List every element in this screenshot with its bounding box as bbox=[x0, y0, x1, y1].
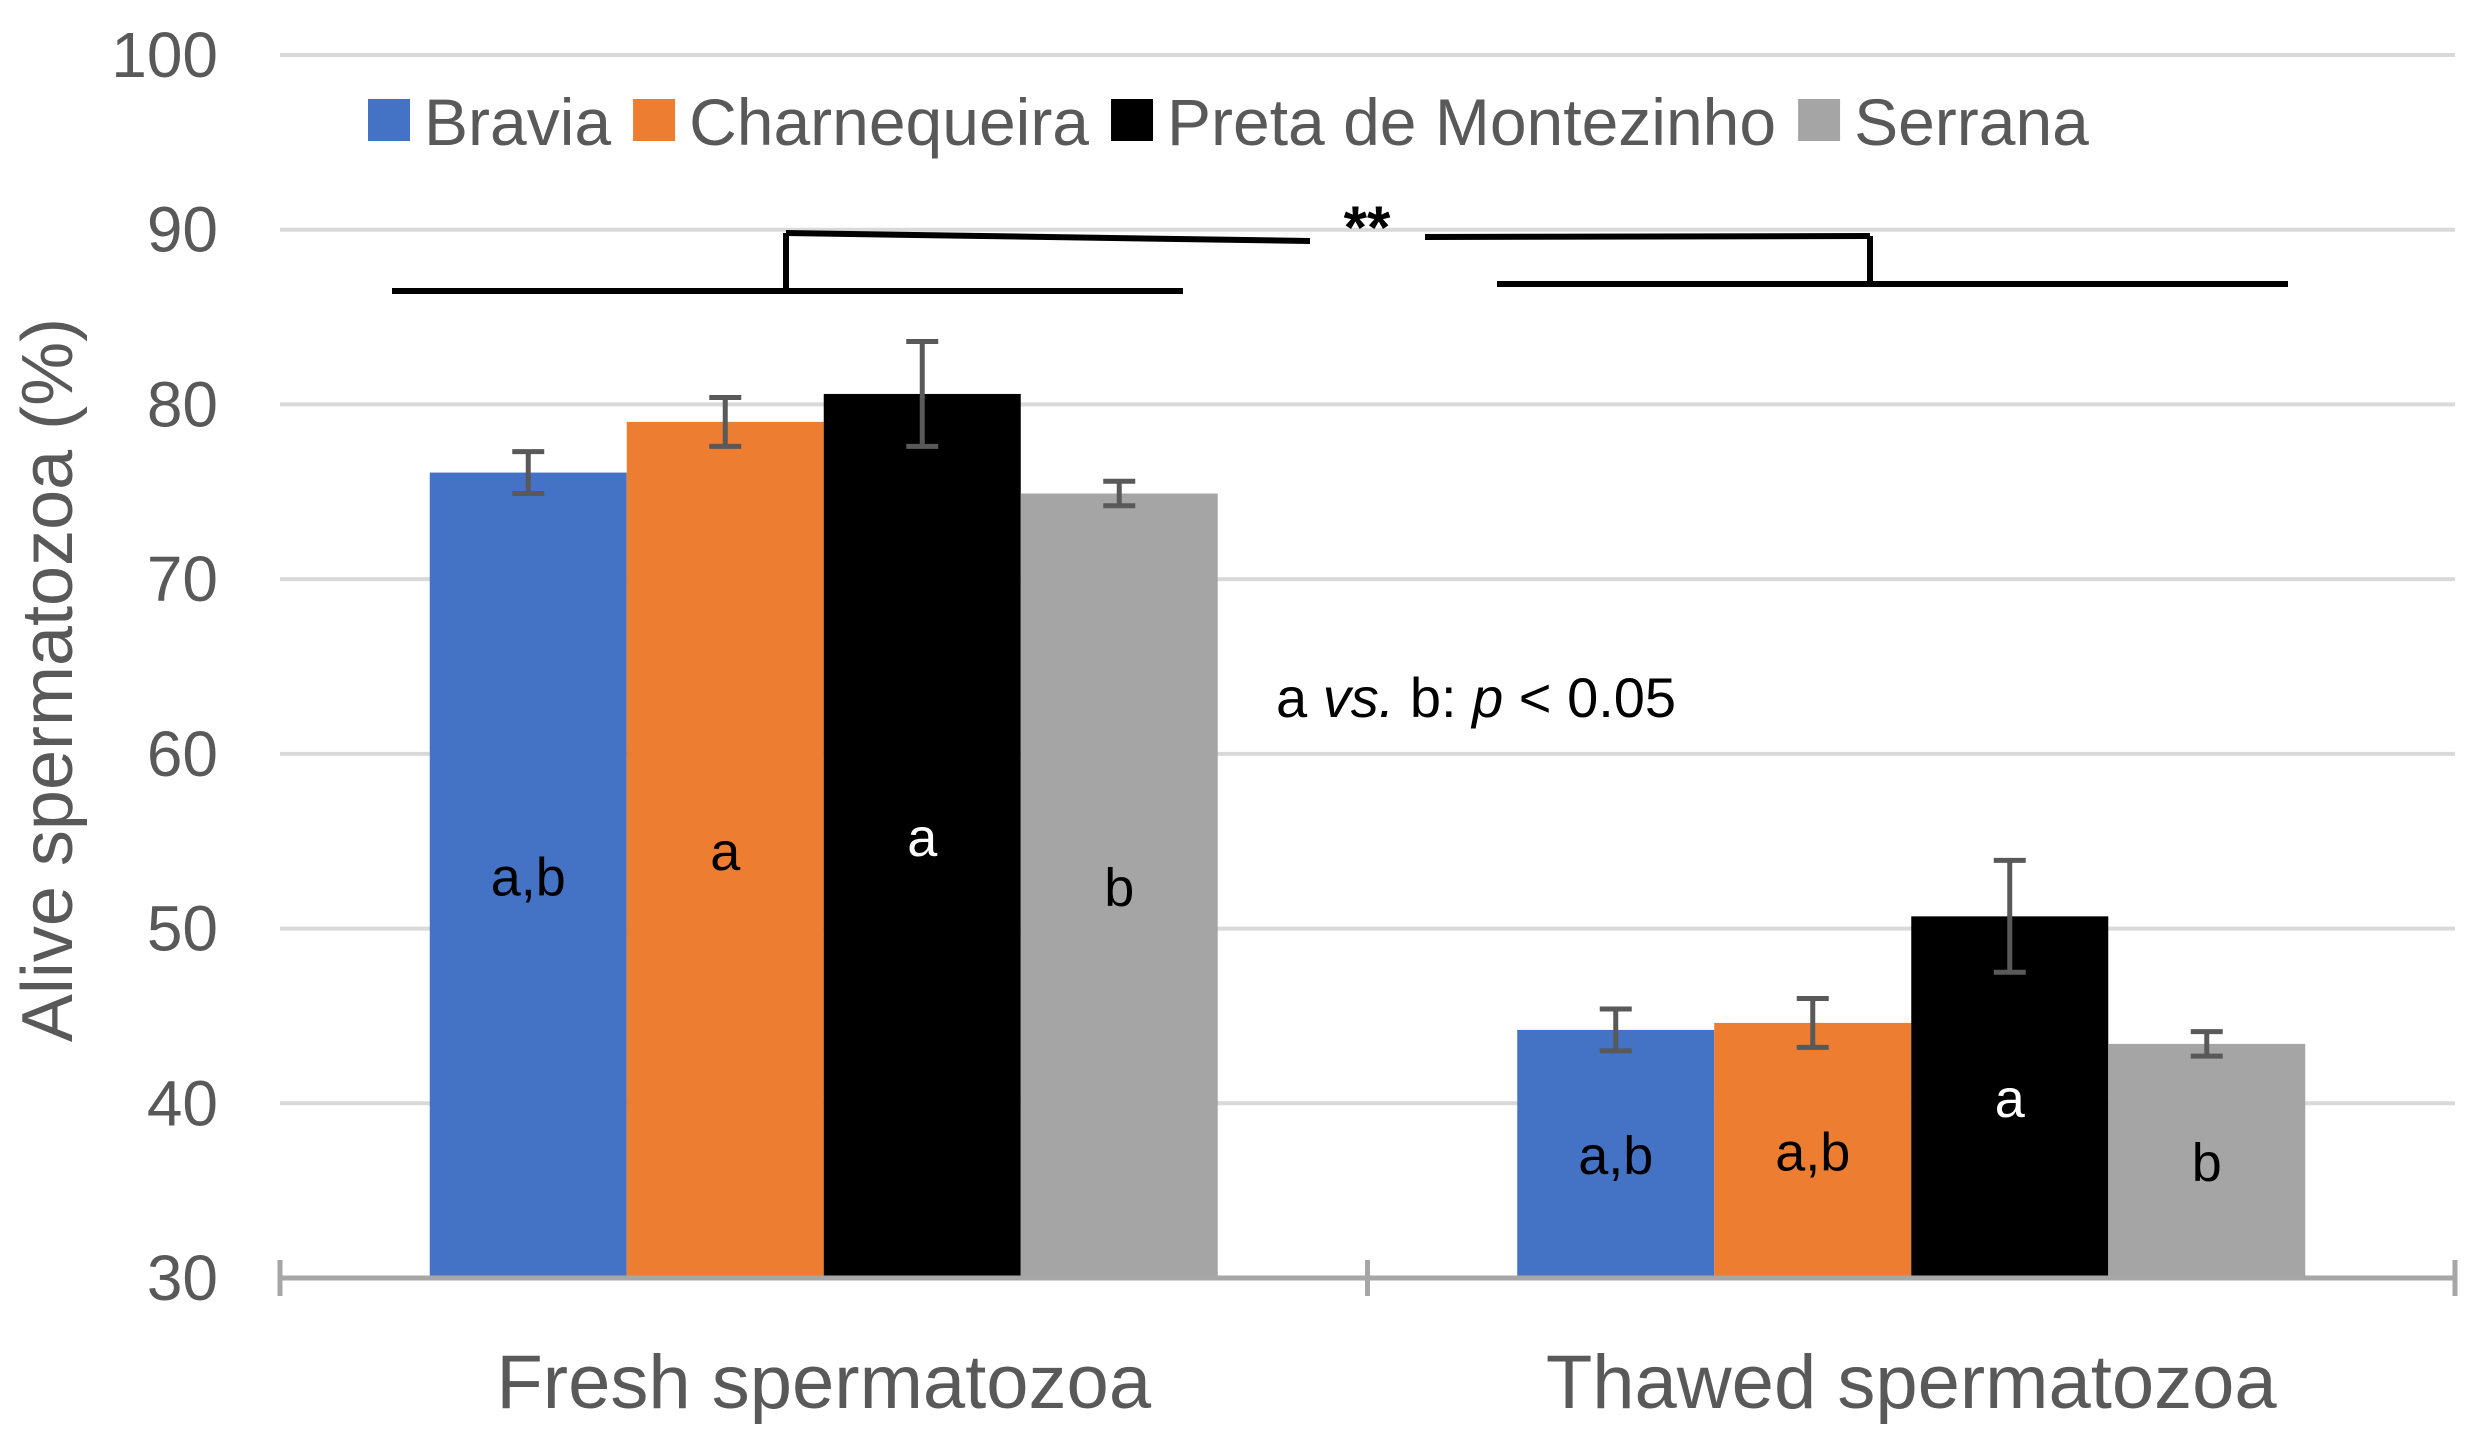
bar-letter-label: a bbox=[1995, 1069, 2026, 1129]
bar-letter-label: a,b bbox=[1775, 1122, 1850, 1182]
bar bbox=[1020, 493, 1218, 1279]
y-tick-label: 40 bbox=[147, 1067, 218, 1139]
y-tick-label: 80 bbox=[147, 368, 218, 440]
y-axis-title: Alive spermatozoa (%) bbox=[8, 318, 88, 1042]
note-italic-vs: vs. bbox=[1323, 666, 1395, 729]
bar-letter-label: a,b bbox=[491, 847, 566, 907]
y-tick-label: 90 bbox=[147, 194, 218, 266]
y-tick-label: 70 bbox=[147, 543, 218, 615]
category-label: Thawed spermatozoa bbox=[1546, 1340, 2278, 1425]
note-middle: b: bbox=[1394, 666, 1472, 729]
legend: Bravia Charnequeira Preta de Montezinho Ser… bbox=[368, 85, 2089, 159]
category-label: Fresh spermatozoa bbox=[496, 1340, 1151, 1425]
significance-bracket bbox=[392, 230, 2288, 294]
legend-label: Serrana bbox=[1854, 85, 2089, 159]
legend-swatch bbox=[1798, 99, 1841, 141]
bar bbox=[1911, 916, 2109, 1278]
legend-label: Charnequeira bbox=[689, 85, 1089, 159]
bar-letter-labels: a,b a a b a,b a,b a b bbox=[491, 808, 2222, 1193]
bar bbox=[626, 421, 824, 1278]
bar bbox=[1714, 1022, 1912, 1278]
bracket-top-right bbox=[1424, 233, 1871, 240]
bar-letter-label: b bbox=[1104, 858, 1134, 918]
bar-letter-label: a bbox=[710, 822, 741, 882]
x-axis bbox=[277, 1260, 2458, 1296]
legend-label: Preta de Montezinho bbox=[1167, 85, 1776, 159]
bar bbox=[1517, 1029, 1715, 1278]
note-prefix: a bbox=[1276, 666, 1323, 729]
y-tick-label: 30 bbox=[147, 1242, 218, 1314]
bar bbox=[823, 393, 1021, 1279]
bracket-top-left bbox=[785, 230, 1311, 244]
bar-letter-label: a bbox=[907, 808, 938, 868]
category-labels: Fresh spermatozoa Thawed spermatozoa bbox=[496, 1340, 2277, 1425]
legend-swatch bbox=[1111, 99, 1154, 141]
legend-label: Bravia bbox=[424, 85, 611, 159]
note-suffix: < 0.05 bbox=[1503, 666, 1676, 729]
significance-note: a vs. b: p < 0.05 bbox=[1276, 666, 1676, 729]
y-axis-tick-labels: 30 40 50 60 70 80 90 100 bbox=[111, 19, 218, 1314]
bar-letter-label: b bbox=[2192, 1133, 2222, 1193]
y-tick-label: 50 bbox=[147, 893, 218, 965]
y-tick-label: 60 bbox=[147, 718, 218, 790]
bar bbox=[429, 472, 627, 1278]
legend-swatch bbox=[368, 99, 410, 141]
bar bbox=[2108, 1043, 2306, 1278]
note-italic-p: p bbox=[1470, 666, 1503, 729]
bars bbox=[429, 393, 2306, 1279]
bar-letter-label: a,b bbox=[1578, 1126, 1653, 1186]
significance-stars: ** bbox=[1344, 194, 1391, 261]
y-tick-label: 100 bbox=[111, 19, 218, 91]
legend-swatch bbox=[633, 99, 676, 141]
error-bars bbox=[512, 339, 2223, 1059]
